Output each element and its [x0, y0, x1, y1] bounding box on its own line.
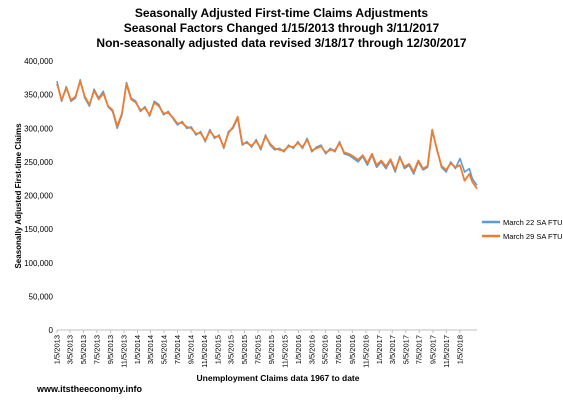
chart-title: Seasonally Adjusted First-time Claims Ad…: [0, 6, 563, 51]
x-tick-label: 5/5/2013: [79, 335, 88, 364]
x-tick-label: 11/5/2015: [281, 335, 290, 368]
x-tick-label: 7/5/2016: [334, 335, 343, 364]
series-layer: [56, 79, 478, 190]
x-tick-label: 3/5/2015: [227, 335, 236, 364]
y-tick-label: 250,000: [24, 158, 53, 167]
x-tick-label: 1/5/2015: [214, 335, 223, 364]
legend-label-2: March 29 SA FTU: [503, 232, 563, 241]
x-tick-label: 5/5/2016: [321, 335, 330, 364]
x-tick-label: 3/5/2013: [66, 335, 75, 364]
title-line-3: Non-seasonally adjusted data revised 3/1…: [96, 36, 467, 50]
x-tick-label: 7/5/2014: [173, 335, 182, 364]
footer-url: www.itstheeconomy.info: [37, 384, 143, 394]
x-tick-label: 11/5/2016: [361, 335, 370, 368]
legend-label-1: March 22 SA FTU: [503, 218, 563, 227]
x-tick-label: 9/5/2013: [106, 335, 115, 364]
x-tick-label: 11/5/2017: [442, 335, 451, 368]
x-tick-label: 5/5/2015: [240, 335, 249, 364]
x-tick-label: 1/5/2016: [294, 335, 303, 364]
x-tick-label: 7/5/2013: [92, 335, 101, 364]
y-axis-ticks: 0 50,000 100,000 150,000 200,000 250,000 300,0…: [24, 57, 53, 335]
y-tick-label: 200,000: [24, 192, 53, 201]
title-line-2: Seasonal Factors Changed 1/15/2013 throu…: [123, 21, 440, 35]
y-tick-label: 150,000: [24, 225, 53, 234]
x-tick-label: 5/5/2014: [159, 335, 168, 364]
x-tick-label: 7/5/2015: [253, 335, 262, 364]
legend: March 22 SA FTU March 29 SA FTU: [482, 218, 563, 241]
x-tick-label: 3/5/2014: [146, 335, 155, 364]
x-tick-label: 9/5/2016: [348, 335, 357, 364]
x-tick-label: 11/5/2013: [120, 335, 129, 368]
x-tick-label: 7/5/2017: [415, 335, 424, 364]
title-line-1: Seasonally Adjusted First-time Claims Ad…: [134, 6, 429, 20]
x-tick-label: 1/5/2018: [455, 335, 464, 364]
x-tick-label: 11/5/2014: [200, 335, 209, 368]
x-tick-label: 1/5/2017: [375, 335, 384, 364]
series-line-2: [56, 80, 478, 190]
y-tick-label: 300,000: [24, 124, 53, 133]
x-tick-label: 9/5/2014: [187, 335, 196, 364]
x-tick-label: 5/5/2017: [401, 335, 410, 364]
y-tick-label: 50,000: [29, 292, 54, 301]
y-tick-label: 400,000: [24, 57, 53, 66]
x-tick-label: 3/5/2016: [307, 335, 316, 364]
y-tick-label: 350,000: [24, 91, 53, 100]
y-tick-label: 0: [49, 326, 54, 335]
x-tick-label: 9/5/2015: [267, 335, 276, 364]
x-tick-label: 9/5/2017: [428, 335, 437, 364]
y-tick-label: 100,000: [24, 259, 53, 268]
x-tick-label: 1/5/2014: [133, 335, 142, 364]
x-tick-label: 3/5/2017: [388, 335, 397, 364]
x-tick-label: 1/5/2013: [53, 335, 62, 364]
x-axis-ticks: 1/5/2013 3/5/2013 5/5/2013 7/5/2013 9/5/2013…: [53, 330, 464, 368]
x-axis-label: Unemployment Claims data 1967 to date: [197, 373, 360, 383]
y-axis-label: Seasonally Adjusted First-time Claims: [14, 123, 23, 269]
